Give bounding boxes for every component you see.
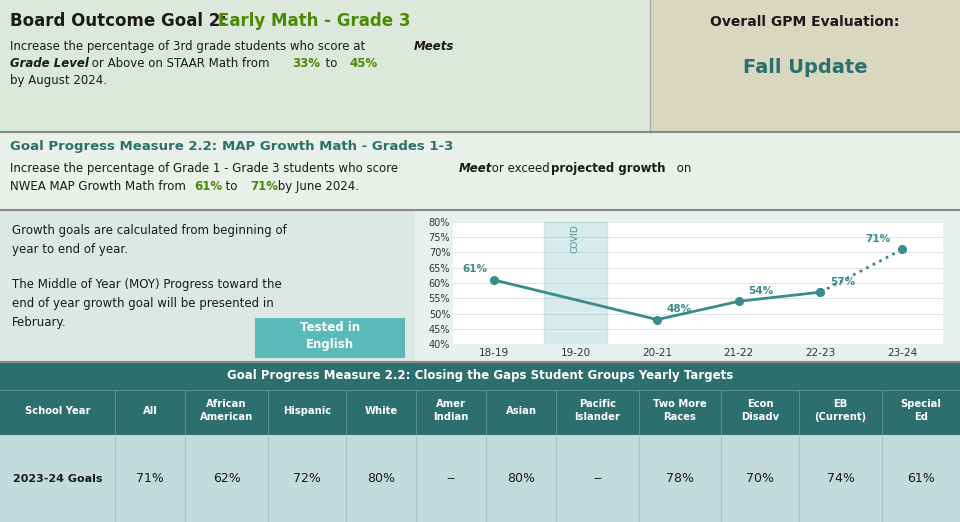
Bar: [0, 132, 960, 210]
Text: to: to: [218, 180, 245, 193]
Text: COVID: COVID: [571, 224, 580, 253]
Text: 80%: 80%: [507, 472, 536, 485]
Text: All: All: [143, 406, 157, 416]
Bar: [0, 0, 650, 132]
Text: 61%: 61%: [194, 180, 222, 193]
Text: 2023-24 Goals: 2023-24 Goals: [12, 473, 103, 483]
Bar: [0, 210, 415, 362]
Text: Goal Progress Measure 2.2: Closing the Gaps Student Groups Yearly Targets: Goal Progress Measure 2.2: Closing the G…: [227, 370, 733, 383]
Text: projected growth: projected growth: [551, 162, 665, 175]
Text: 78%: 78%: [666, 472, 694, 485]
Text: Econ
Disadv: Econ Disadv: [741, 399, 780, 422]
Text: Meets: Meets: [414, 40, 454, 53]
Text: Pacific
Islander: Pacific Islander: [574, 399, 620, 422]
Text: Amer
Indian: Amer Indian: [434, 399, 468, 422]
Text: Tested in
English: Tested in English: [300, 321, 360, 351]
Text: 57%: 57%: [830, 277, 855, 287]
Text: 45%: 45%: [349, 57, 377, 70]
Bar: [415, 210, 960, 362]
Bar: [0, 362, 960, 390]
Text: --: --: [593, 472, 602, 485]
Text: 62%: 62%: [213, 472, 241, 485]
Text: The Middle of Year (MOY) Progress toward the
end of year growth goal will be pre: The Middle of Year (MOY) Progress toward…: [12, 278, 281, 329]
Text: or Above on STAAR Math from: or Above on STAAR Math from: [88, 57, 277, 70]
Text: 54%: 54%: [749, 286, 774, 296]
Text: White: White: [365, 406, 397, 416]
Text: to: to: [318, 57, 345, 70]
Bar: [255, 318, 405, 358]
Text: Goal Progress Measure 2.2:: Goal Progress Measure 2.2:: [10, 140, 227, 153]
Text: African
American: African American: [200, 399, 253, 422]
Text: Increase the percentage of Grade 1 - Grade 3 students who score: Increase the percentage of Grade 1 - Gra…: [10, 162, 406, 175]
Text: Growth goals are calculated from beginning of
year to end of year.: Growth goals are calculated from beginni…: [12, 224, 287, 256]
Text: Board Outcome Goal 2:: Board Outcome Goal 2:: [10, 12, 238, 30]
Text: Special
Ed: Special Ed: [900, 399, 942, 422]
Text: Early Math - Grade 3: Early Math - Grade 3: [218, 12, 411, 30]
Text: 61%: 61%: [463, 265, 488, 275]
Bar: [0, 435, 960, 522]
Text: Hispanic: Hispanic: [283, 406, 331, 416]
Text: 61%: 61%: [907, 472, 935, 485]
Text: or exceed: or exceed: [488, 162, 557, 175]
Text: Meet: Meet: [459, 162, 492, 175]
Text: 70%: 70%: [746, 472, 774, 485]
Text: Two More
Races: Two More Races: [653, 399, 707, 422]
Text: on: on: [673, 162, 691, 175]
Bar: [650, 0, 960, 132]
Text: by June 2024.: by June 2024.: [274, 180, 359, 193]
Text: EB
(Current): EB (Current): [814, 399, 867, 422]
Text: Asian: Asian: [506, 406, 537, 416]
Text: 33%: 33%: [292, 57, 320, 70]
Text: by August 2024.: by August 2024.: [10, 74, 107, 87]
Bar: [0, 390, 960, 435]
Text: NWEA MAP Growth Math from: NWEA MAP Growth Math from: [10, 180, 193, 193]
Text: 71%: 71%: [865, 234, 891, 244]
Text: Grade Level: Grade Level: [10, 57, 89, 70]
Text: Overall GPM Evaluation:: Overall GPM Evaluation:: [710, 15, 900, 29]
Text: --: --: [446, 472, 456, 485]
Text: 48%: 48%: [667, 304, 692, 314]
Text: School Year: School Year: [25, 406, 90, 416]
Text: 74%: 74%: [827, 472, 854, 485]
Text: 80%: 80%: [367, 472, 396, 485]
Bar: [544, 222, 607, 344]
Text: 71%: 71%: [136, 472, 164, 485]
Text: 72%: 72%: [293, 472, 321, 485]
Text: Increase the percentage of 3rd grade students who score at: Increase the percentage of 3rd grade stu…: [10, 40, 372, 53]
Text: Fall Update: Fall Update: [743, 58, 867, 77]
Text: MAP Growth Math - Grades 1-3: MAP Growth Math - Grades 1-3: [222, 140, 453, 153]
Text: 71%: 71%: [250, 180, 278, 193]
